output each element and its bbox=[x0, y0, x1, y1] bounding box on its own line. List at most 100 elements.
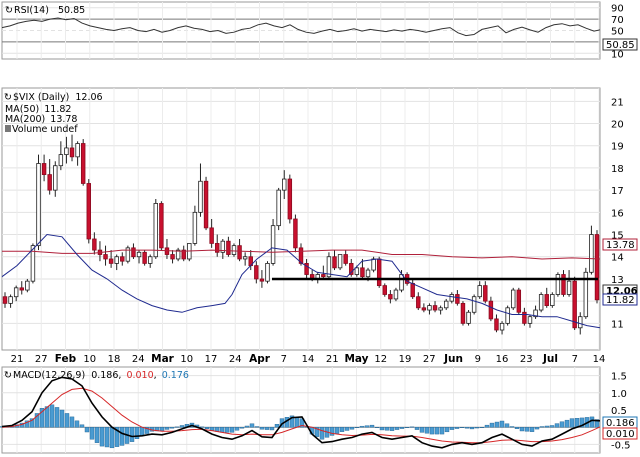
candle-body bbox=[36, 163, 41, 247]
macd-hist-bar bbox=[334, 427, 340, 434]
candle bbox=[388, 290, 393, 304]
candle bbox=[80, 139, 86, 186]
candle-body bbox=[376, 258, 382, 287]
candle-body bbox=[566, 280, 572, 295]
signal-last-box bbox=[602, 427, 638, 440]
macd-hist-bar bbox=[349, 427, 355, 430]
candle bbox=[589, 225, 594, 275]
candle bbox=[304, 258, 309, 279]
candle-body bbox=[265, 263, 270, 282]
price-title-icon: ↻ bbox=[4, 92, 12, 103]
macd-hist-bar bbox=[79, 424, 85, 428]
candle-body bbox=[343, 254, 348, 264]
x-tick-label: 9 bbox=[475, 354, 481, 365]
candle bbox=[270, 219, 276, 266]
macd-hist-bar bbox=[119, 427, 125, 446]
candle bbox=[114, 254, 119, 271]
candle bbox=[516, 287, 522, 315]
candle bbox=[13, 285, 19, 302]
macd-hist-bar bbox=[129, 427, 135, 442]
macd-hist-bar bbox=[414, 427, 420, 430]
x-tick-label: 18 bbox=[108, 354, 121, 365]
signal-last-value: 0.010 bbox=[606, 429, 635, 440]
macd-hist-bar bbox=[264, 427, 270, 430]
ma200-last-box bbox=[602, 238, 638, 251]
rsi-tick-label: 10 bbox=[611, 49, 624, 60]
macd-hist-bar bbox=[89, 427, 95, 440]
candle-body bbox=[494, 318, 499, 331]
candle-body bbox=[41, 163, 47, 175]
macd-hist-bar bbox=[319, 427, 325, 440]
candle bbox=[354, 265, 360, 277]
candle bbox=[131, 243, 136, 259]
x-axis-labels: 21 27 Feb 10 18 24 Mar 10 17 24 Apr 7 14 21 May 12 19 27 J… bbox=[11, 353, 606, 365]
macd-hist-bar bbox=[159, 427, 165, 431]
candle-body bbox=[349, 263, 354, 275]
macd-hist-bar bbox=[409, 426, 415, 428]
candle-body bbox=[594, 234, 600, 301]
candle bbox=[125, 245, 131, 264]
candle bbox=[242, 252, 248, 266]
macd-hist-bar bbox=[454, 427, 460, 429]
candle-body bbox=[505, 307, 510, 324]
ma50-last-box bbox=[602, 293, 638, 306]
candle-body bbox=[527, 316, 533, 324]
candle-body bbox=[209, 227, 214, 244]
macd-hist-bar bbox=[419, 427, 425, 433]
candle-body bbox=[242, 256, 248, 260]
rsi-icon: ↻ bbox=[5, 5, 13, 16]
candle-body bbox=[198, 180, 203, 213]
candle-body bbox=[125, 247, 131, 262]
candle bbox=[47, 159, 52, 195]
candle-body bbox=[516, 289, 522, 313]
candle bbox=[175, 247, 181, 262]
macd-hist-bar bbox=[329, 427, 335, 436]
candle bbox=[181, 245, 186, 262]
candle bbox=[349, 258, 354, 277]
macd-hist-bar bbox=[139, 427, 145, 437]
candle-body bbox=[237, 245, 242, 260]
macd-label: ↻ MACD(12,26,9) 0.186, 0.010, 0.176 bbox=[4, 370, 189, 381]
macd-hist-bar bbox=[54, 407, 60, 428]
candle-body bbox=[583, 271, 589, 318]
macd-hist-bar bbox=[474, 427, 480, 429]
macd-hist-bar bbox=[539, 426, 545, 428]
candle-body bbox=[382, 285, 387, 295]
candle-body bbox=[58, 154, 64, 167]
candle-body bbox=[477, 285, 482, 298]
x-tick-label: 27 bbox=[423, 354, 436, 365]
rsi-line bbox=[1, 17, 601, 37]
candle-body bbox=[589, 234, 594, 273]
macd-hist-bar bbox=[239, 427, 245, 429]
candle-body bbox=[226, 240, 231, 255]
candle-body bbox=[449, 294, 455, 302]
candle bbox=[147, 254, 153, 268]
candle-body bbox=[69, 147, 75, 158]
price-tick-label: 21 bbox=[611, 97, 624, 108]
candle-body bbox=[92, 238, 97, 251]
candle bbox=[203, 176, 209, 231]
macd-hist-bar bbox=[244, 425, 250, 428]
macd-hist-bar bbox=[359, 425, 365, 428]
candle bbox=[209, 219, 214, 248]
macd-hist-bar bbox=[404, 427, 410, 428]
macd-hist-bar bbox=[69, 416, 75, 428]
candle-body bbox=[276, 189, 281, 227]
macd-hist-bar bbox=[399, 427, 405, 429]
x-tick-label: 17 bbox=[205, 354, 218, 365]
candle bbox=[187, 243, 192, 262]
candle-body bbox=[147, 256, 153, 264]
macd-hist-bar bbox=[479, 427, 485, 428]
candle-body bbox=[561, 274, 566, 295]
candle-body bbox=[393, 289, 399, 300]
macd-signal-line bbox=[1, 387, 601, 444]
candle bbox=[159, 201, 164, 251]
ma50-line bbox=[1, 233, 601, 329]
candle-body bbox=[544, 294, 549, 306]
candle-body bbox=[153, 203, 159, 258]
candle bbox=[360, 258, 365, 279]
candle-body bbox=[488, 300, 494, 320]
candle bbox=[136, 250, 142, 264]
candle bbox=[86, 179, 91, 244]
